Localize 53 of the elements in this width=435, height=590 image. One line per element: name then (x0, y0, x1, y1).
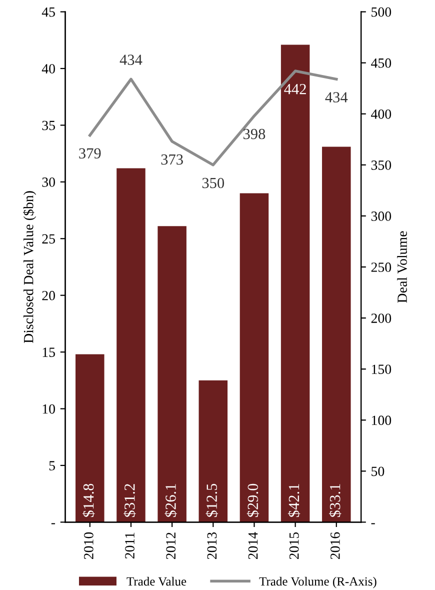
data-label: 398 (244, 128, 266, 140)
y-tick-label: 35 (42, 120, 55, 130)
bar (116, 168, 146, 522)
bar (322, 146, 351, 522)
x-tick-label: 2014 (248, 532, 258, 560)
y-tick-label: 15 (42, 348, 55, 357)
data-label: $42.1 (288, 484, 300, 517)
data-label: $31.2 (124, 484, 136, 517)
y2-tick-label: - (371, 523, 375, 524)
data-label: 379 (79, 148, 101, 159)
bar (198, 380, 228, 522)
bar (280, 44, 310, 522)
data-label: 442 (284, 84, 306, 94)
data-label: $33.1 (329, 484, 342, 517)
x-tick-label: 2011 (125, 532, 134, 559)
data-label: $29.0 (246, 484, 260, 517)
y-tick-label: 40 (42, 64, 55, 74)
x-tick-label: 2012 (166, 532, 176, 560)
data-label: $26.1 (164, 484, 177, 517)
y2-tick-label: 50 (372, 466, 384, 476)
y2-tick-label: 400 (371, 109, 392, 119)
y-tick-label: 25 (42, 234, 55, 244)
legend-label: Trade Volume (R-Axis) (259, 576, 376, 588)
y2-tick-label: 350 (371, 160, 392, 170)
y-tick-label: 5 (49, 461, 55, 470)
y-tick-label: 45 (42, 7, 55, 17)
data-label: 373 (161, 154, 183, 165)
x-tick-label: 2016 (330, 532, 340, 560)
x-tick-label: 2013 (207, 532, 217, 560)
y2-tick-label: 500 (372, 7, 392, 17)
data-label: 350 (202, 178, 224, 188)
y2-tick-label: 250 (371, 262, 392, 272)
y-tick-label: 10 (42, 404, 55, 414)
y2-tick-label: 450 (371, 58, 392, 68)
data-label: 434 (120, 54, 142, 65)
x-tick-label: 2010 (84, 532, 94, 560)
y-tick-label: - (51, 523, 56, 524)
y2-tick-label: 200 (371, 314, 392, 323)
y2-tick-label: 300 (371, 212, 392, 221)
y2-tick-label: 150 (372, 364, 392, 374)
y-axis-title: Disclosed Deal Value ($bn) (23, 191, 36, 344)
y2-axis-title: Deal Volume (397, 231, 408, 303)
data-label: $12.5 (206, 484, 218, 517)
y-tick-label: 20 (42, 290, 55, 300)
data-label: 434 (325, 92, 348, 102)
x-tick-label: 2015 (289, 532, 299, 560)
data-label: $14.8 (82, 484, 95, 517)
bar (240, 193, 269, 522)
y2-tick-label: 100 (372, 416, 392, 426)
y-tick-label: 30 (42, 178, 55, 187)
legend-label: Trade Value (126, 576, 186, 586)
bar (158, 226, 186, 522)
bar (76, 354, 104, 522)
